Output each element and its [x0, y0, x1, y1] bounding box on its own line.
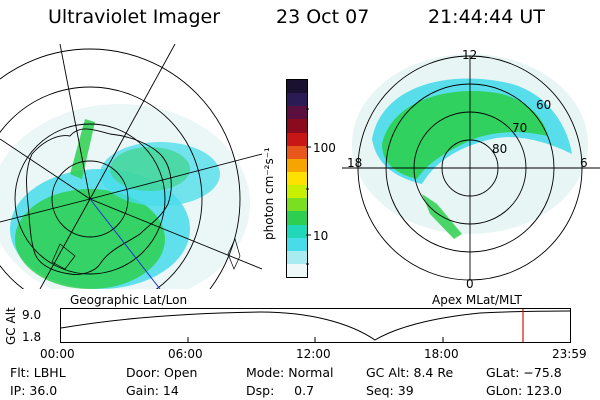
- colorbar-segment: [287, 237, 307, 251]
- colorbar-segment: [287, 263, 307, 278]
- colorbar-segment: [287, 93, 307, 107]
- footer-door: Door: Open: [126, 365, 198, 380]
- coastline-island: [227, 238, 241, 270]
- colorbar-unit-label: photon cm⁻²s⁻¹: [262, 147, 276, 240]
- instrument-title: Ultraviolet Imager: [48, 6, 221, 28]
- colorbar: [286, 79, 308, 278]
- aurora-emission-east-core: [110, 147, 190, 191]
- footer-glat: GLat: −75.8: [486, 365, 562, 380]
- aurora-arc: [70, 119, 95, 179]
- mlt-label-6: 6: [580, 156, 588, 170]
- colorbar-segment: [287, 132, 307, 146]
- altitude-xtick-1200: 12:00: [296, 347, 331, 361]
- meridians: [0, 44, 262, 289]
- colorbar-segment: [287, 106, 307, 120]
- magnetic-map: [342, 54, 600, 281]
- altitude-ytick-min: 1.8: [22, 330, 42, 344]
- noon-meridian: [89, 198, 161, 289]
- auroral-oval-main: [382, 91, 547, 179]
- altitude-plot: [60, 308, 571, 343]
- coastline: [26, 128, 172, 275]
- geographic-map: [0, 44, 262, 289]
- colorbar-tick-100: 100: [313, 141, 336, 155]
- colorbar-segment: [287, 250, 307, 264]
- colorbar-segment: [287, 211, 307, 225]
- footer-ip: IP: 36.0: [10, 383, 58, 398]
- colorbar-axis: [306, 108, 311, 265]
- mlat-label-60: 60: [536, 98, 552, 112]
- altitude-xticks: [187, 337, 444, 343]
- colorbar-segment: [287, 171, 307, 186]
- altitude-ylabel: GC Alt: [4, 307, 18, 345]
- colorbar-segment: [287, 119, 307, 133]
- magnetic-map-label: Apex MLat/MLT: [432, 293, 522, 307]
- mlt-label-18: 18: [347, 156, 363, 170]
- altitude-xtick-2359: 23:59: [552, 347, 587, 361]
- mlt-axes: [342, 56, 600, 280]
- colorbar-tick-10: 10: [313, 229, 329, 243]
- footer-seq: Seq: 39: [366, 383, 414, 398]
- mlt-label-12: 12: [462, 48, 478, 62]
- footer-filter: Flt: LBHL: [10, 365, 66, 380]
- altitude-xtick-1800: 18:00: [424, 347, 459, 361]
- footer-glon: GLon: 123.0: [486, 383, 562, 398]
- mlt-label-0: 0: [466, 277, 474, 291]
- date-label: 23 Oct 07: [276, 6, 370, 28]
- latitude-circles: [0, 48, 241, 289]
- altitude-curve: [60, 310, 571, 341]
- colorbar-segment: [287, 185, 307, 199]
- footer-mode: Mode: Normal: [246, 365, 334, 380]
- time-label: 21:44:44 UT: [428, 6, 545, 28]
- footer-dsp: Dsp: 0.7: [246, 383, 315, 398]
- footer-gc-alt: GC Alt: 8.4 Re: [366, 365, 454, 380]
- colorbar-segment: [287, 80, 307, 94]
- altitude-ytick-max: 9.0: [22, 308, 42, 322]
- mlat-label-80: 80: [492, 142, 508, 156]
- colorbar-segment: [287, 224, 307, 238]
- footer-gain: Gain: 14: [126, 383, 179, 398]
- coastline-peninsula: [51, 243, 76, 270]
- colorbar-segment: [287, 145, 307, 159]
- colorbar-segment: [287, 198, 307, 212]
- altitude-xtick-0000: 00:00: [40, 347, 75, 361]
- mlat-label-70: 70: [512, 121, 528, 135]
- geographic-map-label: Geographic Lat/Lon: [70, 293, 188, 307]
- altitude-xtick-0600: 06:00: [168, 347, 203, 361]
- colorbar-segment: [287, 158, 307, 172]
